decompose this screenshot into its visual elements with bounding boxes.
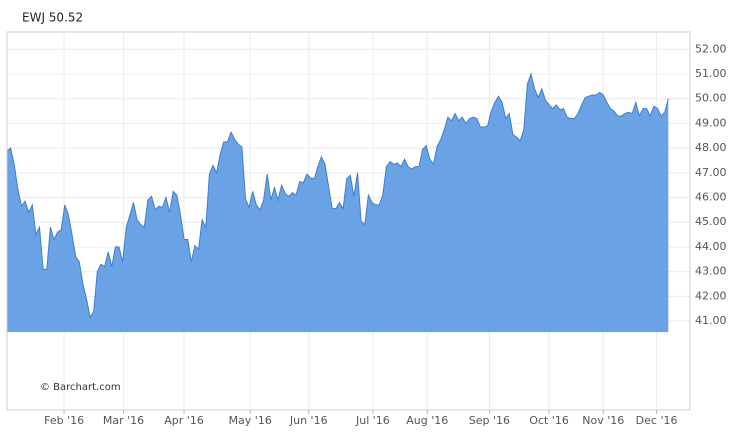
- y-tick-label: 51.00: [695, 67, 727, 80]
- axes: 41.00 42.00 43.00 44.00 45.00 46.00 47.00 48.00…: [44, 42, 726, 427]
- price-line: [6, 72, 669, 319]
- x-tick-label: Dec '16: [636, 414, 678, 427]
- x-tick-label: Jul '16: [355, 414, 390, 427]
- area-fill: [7, 74, 669, 332]
- x-tick-label: Sep '16: [469, 414, 510, 427]
- y-tick-label: 50.00: [695, 92, 727, 105]
- plot: [6, 72, 669, 332]
- x-tick-label: Aug '16: [406, 414, 448, 427]
- y-tick-label: 49.00: [695, 116, 727, 129]
- x-tick-label: Apr '16: [164, 414, 204, 427]
- y-tick-label: 46.00: [695, 191, 727, 204]
- x-tick-label: Mar '16: [103, 414, 144, 427]
- y-tick-label: 45.00: [695, 215, 727, 228]
- y-tick-label: 43.00: [695, 265, 727, 278]
- y-tick-label: 44.00: [695, 240, 727, 253]
- y-tick-label: 41.00: [695, 314, 727, 327]
- y-tick-label: 52.00: [695, 42, 727, 55]
- y-tick-label: 47.00: [695, 166, 727, 179]
- x-tick-label: Jun '16: [289, 414, 328, 427]
- x-tick-label: Nov '16: [582, 414, 624, 427]
- plot-frame: [6, 31, 691, 411]
- x-tick-label: Feb '16: [44, 414, 84, 427]
- x-tick-label: Oct '16: [529, 414, 569, 427]
- y-tick-label: 48.00: [695, 141, 727, 154]
- chart-title: EWJ 50.52: [22, 11, 83, 25]
- x-tick-label: May '16: [229, 414, 272, 427]
- y-tick-label: 42.00: [695, 289, 727, 302]
- watermark: © Barchart.com: [40, 382, 121, 393]
